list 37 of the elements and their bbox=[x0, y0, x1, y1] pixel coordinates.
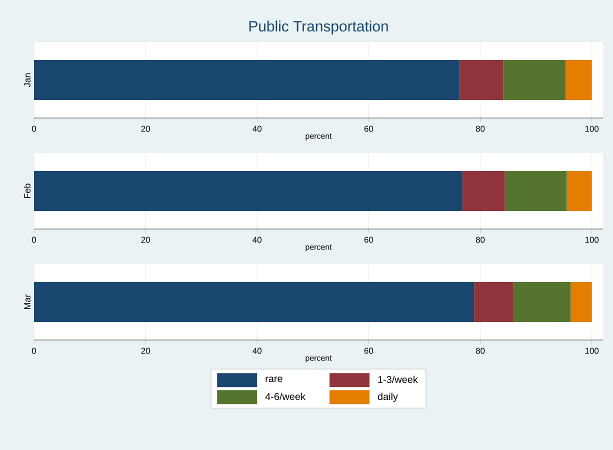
x-tick-label: 0 bbox=[32, 348, 36, 354]
bar bbox=[566, 171, 592, 212]
bar bbox=[566, 60, 592, 100]
x-tick-label: 100 bbox=[585, 236, 599, 243]
x-tick-label: 60 bbox=[364, 348, 374, 354]
legend-label: daily bbox=[378, 392, 398, 402]
bar bbox=[474, 282, 514, 322]
x-tick-label: 80 bbox=[476, 126, 485, 132]
x-tick-label: 40 bbox=[252, 348, 262, 354]
bar bbox=[34, 60, 460, 100]
y-tick-label: Mar bbox=[24, 294, 30, 309]
x-tick-label: 20 bbox=[141, 126, 150, 132]
bar bbox=[504, 171, 567, 212]
x-tick-label: 100 bbox=[585, 126, 599, 132]
bar bbox=[514, 282, 571, 322]
x-tick-label: 40 bbox=[252, 236, 262, 243]
x-tick-label: 100 bbox=[585, 348, 599, 354]
x-tick-label: 20 bbox=[141, 348, 150, 354]
bar bbox=[462, 171, 505, 212]
x-tick-label: 60 bbox=[364, 236, 374, 243]
x-tick-label: 0 bbox=[32, 126, 36, 132]
x-tick-label: 60 bbox=[364, 126, 374, 132]
chart-title: Public Transportation bbox=[249, 20, 388, 34]
bar bbox=[459, 60, 504, 100]
legend-label: 1-3/week bbox=[378, 376, 418, 384]
bar bbox=[34, 171, 462, 212]
x-tick-label: 0 bbox=[32, 236, 36, 243]
y-tick-label: Feb bbox=[24, 184, 30, 198]
bar bbox=[503, 60, 566, 100]
x-tick-label: 80 bbox=[476, 236, 485, 243]
legend-label: rare bbox=[266, 376, 282, 382]
bar bbox=[570, 282, 592, 322]
x-tick-label: 80 bbox=[476, 348, 485, 354]
x-tick-label: 20 bbox=[141, 236, 150, 243]
x-tick-label: 40 bbox=[252, 126, 262, 132]
y-tick-label: Jan bbox=[24, 73, 30, 88]
legend-label: 4-6/week bbox=[265, 392, 306, 400]
